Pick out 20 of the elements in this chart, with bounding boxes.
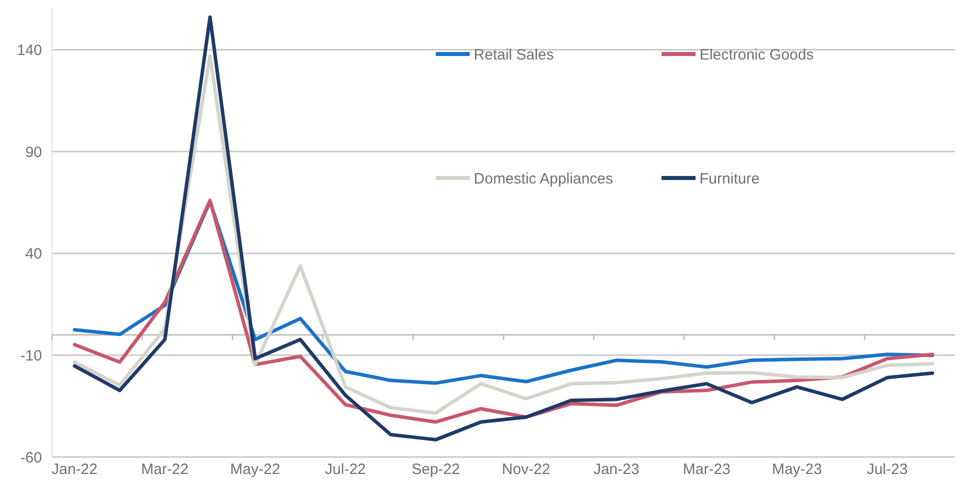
- x-tick-label: Sep-22: [412, 461, 460, 478]
- x-tick-label: Jul-23: [866, 461, 908, 478]
- y-tick-label: 90: [25, 144, 42, 161]
- y-tick-label: 140: [16, 42, 42, 59]
- x-tick-label: Nov-22: [502, 461, 550, 478]
- x-tick-label: Mar-22: [141, 461, 189, 478]
- legend-label: Domestic Appliances: [474, 170, 614, 188]
- x-tick-label: May-23: [772, 461, 822, 478]
- legend-label: Retail Sales: [474, 46, 554, 64]
- x-tick-label: Jan-23: [593, 461, 640, 478]
- y-tick-label: -60: [20, 449, 42, 466]
- x-tick-label: Mar-23: [682, 461, 730, 478]
- x-tick-label: May-22: [230, 461, 280, 478]
- legend-label: Furniture: [700, 170, 760, 188]
- y-tick-label: -10: [20, 347, 42, 364]
- x-tick-label: Jul-22: [325, 461, 366, 478]
- line-series: [72, 15, 934, 442]
- y-tick-label: 40: [25, 246, 42, 263]
- x-tick-label: Jan-22: [52, 461, 98, 478]
- legend-label: Electronic Goods: [700, 46, 814, 64]
